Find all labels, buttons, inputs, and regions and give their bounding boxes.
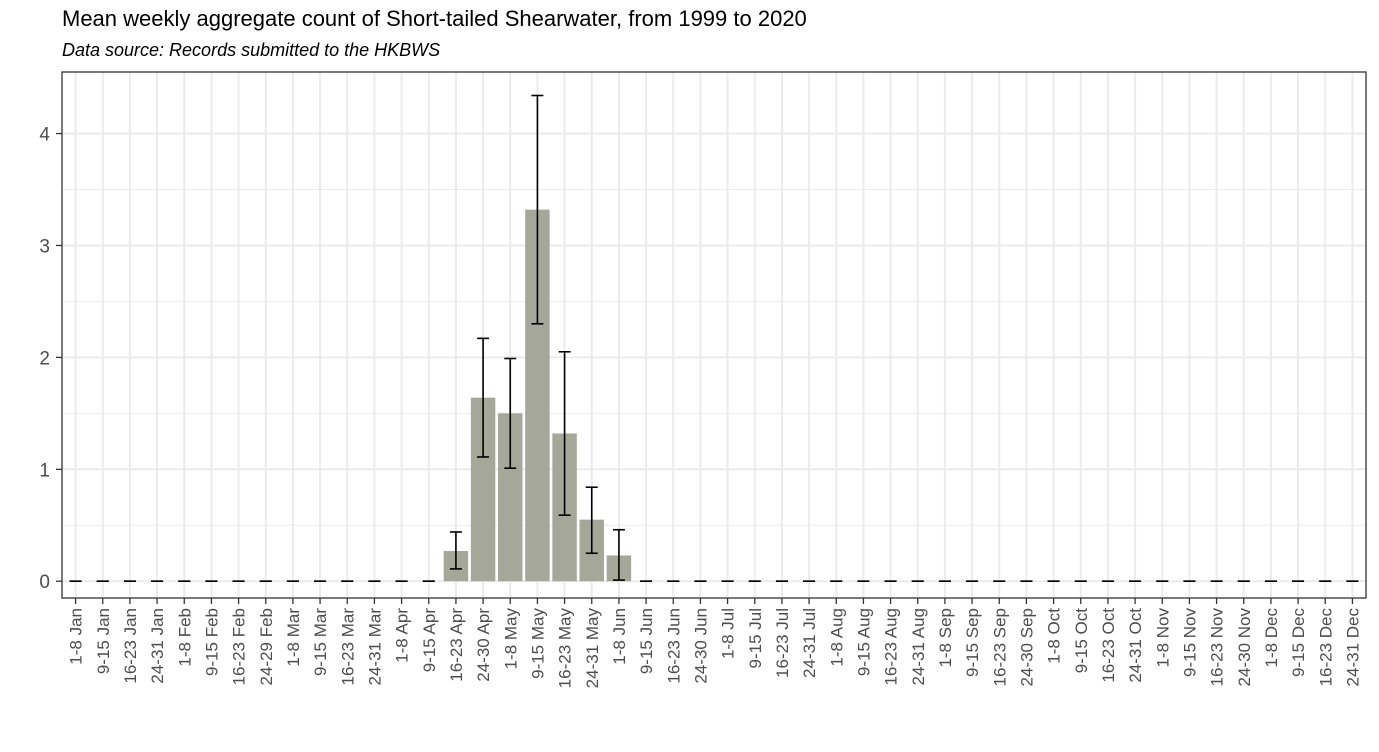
panel-border — [61, 71, 1367, 599]
x-tick-label: 16-23 Nov — [1208, 608, 1227, 687]
x-tick-label: 1-8 May — [501, 608, 520, 670]
x-tick-label: 16-23 Aug — [882, 608, 901, 686]
x-tick-label: 9-15 May — [528, 608, 547, 679]
y-tick-label: 0 — [39, 572, 50, 593]
x-tick-label: 1-8 Nov — [1153, 608, 1172, 668]
x-tick-label: 9-15 Jun — [637, 608, 656, 674]
error-bar — [531, 94, 544, 325]
x-tick-label: 9-15 Sep — [963, 608, 982, 677]
x-tick-label: 24-31 Oct — [1126, 608, 1145, 683]
x-tick-label: 16-23 Oct — [1099, 608, 1118, 683]
x-tick-label: 24-31 May — [583, 608, 602, 689]
x-tick-label: 1-8 Mar — [284, 608, 303, 667]
x-tick-label: 24-30 Jun — [691, 608, 710, 684]
x-tick-label: 9-15 Dec — [1289, 608, 1308, 677]
x-tick-label: 24-31 Jul — [800, 608, 819, 678]
x-tick-label: 24-31 Aug — [909, 608, 928, 686]
x-axis: 1-8 Jan 9-15 Jan 16-23 Jan 24-31 Jan 1-8 Feb… — [67, 598, 1362, 689]
y-tick-label: 3 — [39, 236, 50, 257]
error-bar — [558, 350, 571, 516]
x-tick-label: 9-15 Nov — [1180, 608, 1199, 677]
x-tick-label: 1-8 Jun — [610, 608, 629, 665]
x-tick-label: 1-8 Feb — [175, 608, 194, 667]
x-tick-label: 16-23 Apr — [447, 608, 466, 682]
y-tick-label: 2 — [39, 348, 50, 369]
error-bar — [449, 531, 462, 570]
x-tick-label: 9-15 Mar — [311, 608, 330, 676]
x-tick-label: 16-23 Jan — [121, 608, 140, 684]
chart-title: Mean weekly aggregate count of Short-tai… — [62, 6, 807, 31]
x-tick-label: 1-8 Jul — [719, 608, 738, 659]
error-bar — [504, 357, 517, 469]
x-tick-label: 1-8 Sep — [936, 608, 955, 668]
x-tick-label: 16-23 May — [556, 608, 575, 689]
x-tick-label: 16-23 Jun — [664, 608, 683, 684]
x-tick-label: 1-8 Dec — [1262, 608, 1281, 668]
error-bars — [69, 94, 1359, 583]
x-tick-label: 24-30 Apr — [474, 608, 493, 682]
x-tick-label: 24-31 Jan — [148, 608, 167, 684]
x-tick-label: 9-15 Aug — [854, 608, 873, 676]
x-tick-label: 16-23 Sep — [990, 608, 1009, 686]
x-tick-label: 16-23 Jul — [773, 608, 792, 678]
x-tick-label: 9-15 Oct — [1072, 608, 1091, 673]
x-tick-label: 9-15 Jan — [94, 608, 113, 674]
y-axis: 0 1 2 3 4 — [39, 125, 62, 593]
x-tick-label: 16-23 Feb — [230, 608, 249, 686]
x-tick-label: 24-29 Feb — [257, 608, 276, 686]
x-tick-label: 9-15 Apr — [420, 608, 439, 673]
x-tick-label: 16-23 Dec — [1316, 608, 1335, 687]
grid-lines — [62, 72, 1366, 598]
x-tick-label: 16-23 Mar — [338, 608, 357, 686]
x-tick-label: 9-15 Jul — [746, 608, 765, 668]
y-tick-label: 1 — [39, 460, 50, 481]
x-tick-label: 9-15 Feb — [202, 608, 221, 676]
chart-subtitle: Data source: Records submitted to the HK… — [62, 40, 441, 60]
x-tick-label: 24-30 Nov — [1235, 608, 1254, 687]
error-bar — [585, 486, 598, 555]
x-tick-label: 24-31 Mar — [365, 608, 384, 686]
bars — [443, 209, 632, 582]
x-tick-label: 1-8 Aug — [827, 608, 846, 667]
x-tick-label: 1-8 Jan — [67, 608, 86, 665]
x-tick-label: 24-30 Sep — [1017, 608, 1036, 686]
x-tick-label: 1-8 Oct — [1045, 608, 1064, 664]
y-tick-label: 4 — [39, 125, 50, 146]
x-tick-label: 1-8 Apr — [393, 608, 412, 663]
error-bar — [477, 337, 490, 458]
error-bar — [612, 528, 625, 581]
x-tick-label: 24-31 Dec — [1343, 608, 1362, 687]
